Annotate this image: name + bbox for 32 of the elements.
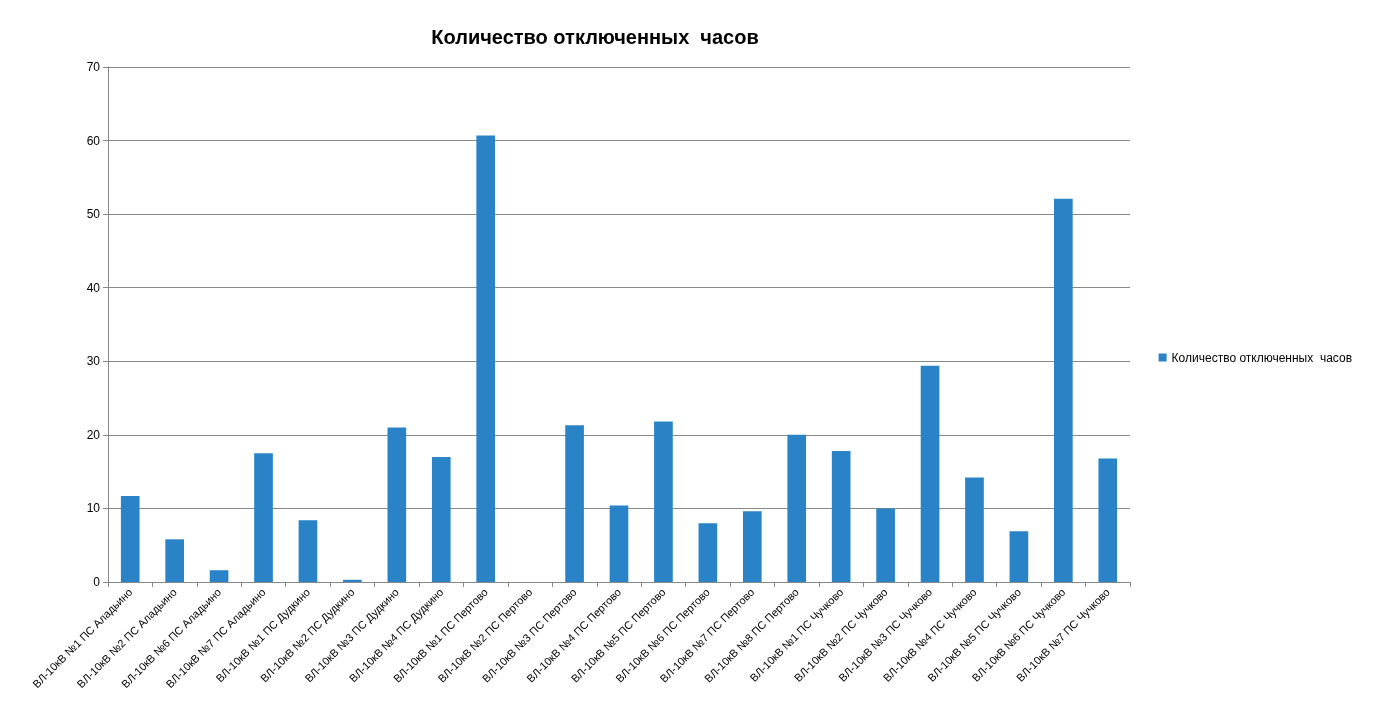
bar: [920, 365, 940, 582]
legend-label: Количество отключенных часов: [1171, 350, 1352, 365]
bar: [431, 456, 451, 582]
chart-title: Количество отключенных часов: [431, 26, 759, 48]
y-tick-label: 10: [86, 501, 101, 516]
bar: [476, 135, 496, 582]
bar: [387, 427, 407, 582]
bar: [1009, 531, 1029, 582]
y-tick-label: 50: [86, 207, 101, 222]
bar: [1098, 458, 1118, 582]
bar: [254, 453, 273, 582]
bar: [120, 495, 140, 582]
bar: [1054, 198, 1073, 582]
bar: [565, 425, 584, 582]
bar: [876, 508, 895, 582]
y-tick-label: 20: [86, 427, 101, 442]
bar: [209, 570, 229, 582]
bar: [609, 505, 629, 582]
bar: [965, 477, 984, 582]
y-tick-label: 70: [86, 60, 101, 74]
bar: [698, 523, 718, 582]
y-tick-label: 60: [86, 133, 101, 148]
y-tick-label: 0: [93, 575, 101, 589]
bar: [298, 520, 318, 582]
bar: [165, 539, 184, 582]
y-tick-label: 40: [86, 280, 101, 295]
bar: [831, 451, 851, 582]
bar: [787, 434, 807, 582]
bar: [742, 511, 762, 582]
y-tick-label: 30: [86, 354, 101, 369]
bar: [343, 579, 362, 582]
bar: [654, 421, 673, 582]
